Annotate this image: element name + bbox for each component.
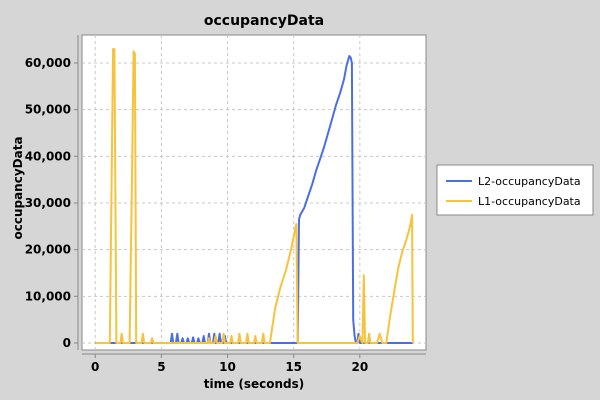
- y-tick-label: 30,000: [25, 196, 71, 210]
- plot-area: [81, 34, 427, 351]
- y-tick-label: 60,000: [25, 56, 71, 70]
- y-tick-label: 40,000: [25, 149, 71, 163]
- x-tick-label: 10: [219, 360, 236, 374]
- legend-box: [436, 164, 594, 216]
- legend-label-l1: L1-occupancyData: [478, 195, 581, 208]
- x-tick-label: 0: [91, 360, 99, 374]
- y-tick-label: 0: [63, 336, 71, 350]
- axes: 0 5 10 15 20 0 10,000 20,000 30,000 40,000 50,000 6…: [25, 35, 426, 374]
- x-tick-label: 15: [285, 360, 302, 374]
- y-tick-label: 10,000: [25, 289, 71, 303]
- chart-title: occupancyData: [204, 13, 324, 29]
- y-tick-label: 50,000: [25, 103, 71, 117]
- series-group: [95, 48, 414, 344]
- x-tick-label: 20: [351, 360, 368, 374]
- x-axis-label: time (seconds): [204, 377, 305, 391]
- series-line-l1: [95, 48, 414, 344]
- y-axis-label: occupancyData: [11, 136, 25, 239]
- grid: [82, 35, 426, 350]
- legend: L2-occupancyData L1-occupancyData: [436, 164, 594, 216]
- legend-label-l2: L2-occupancyData: [478, 175, 581, 188]
- x-tick-label: 5: [157, 360, 165, 374]
- y-tick-label: 20,000: [25, 243, 71, 257]
